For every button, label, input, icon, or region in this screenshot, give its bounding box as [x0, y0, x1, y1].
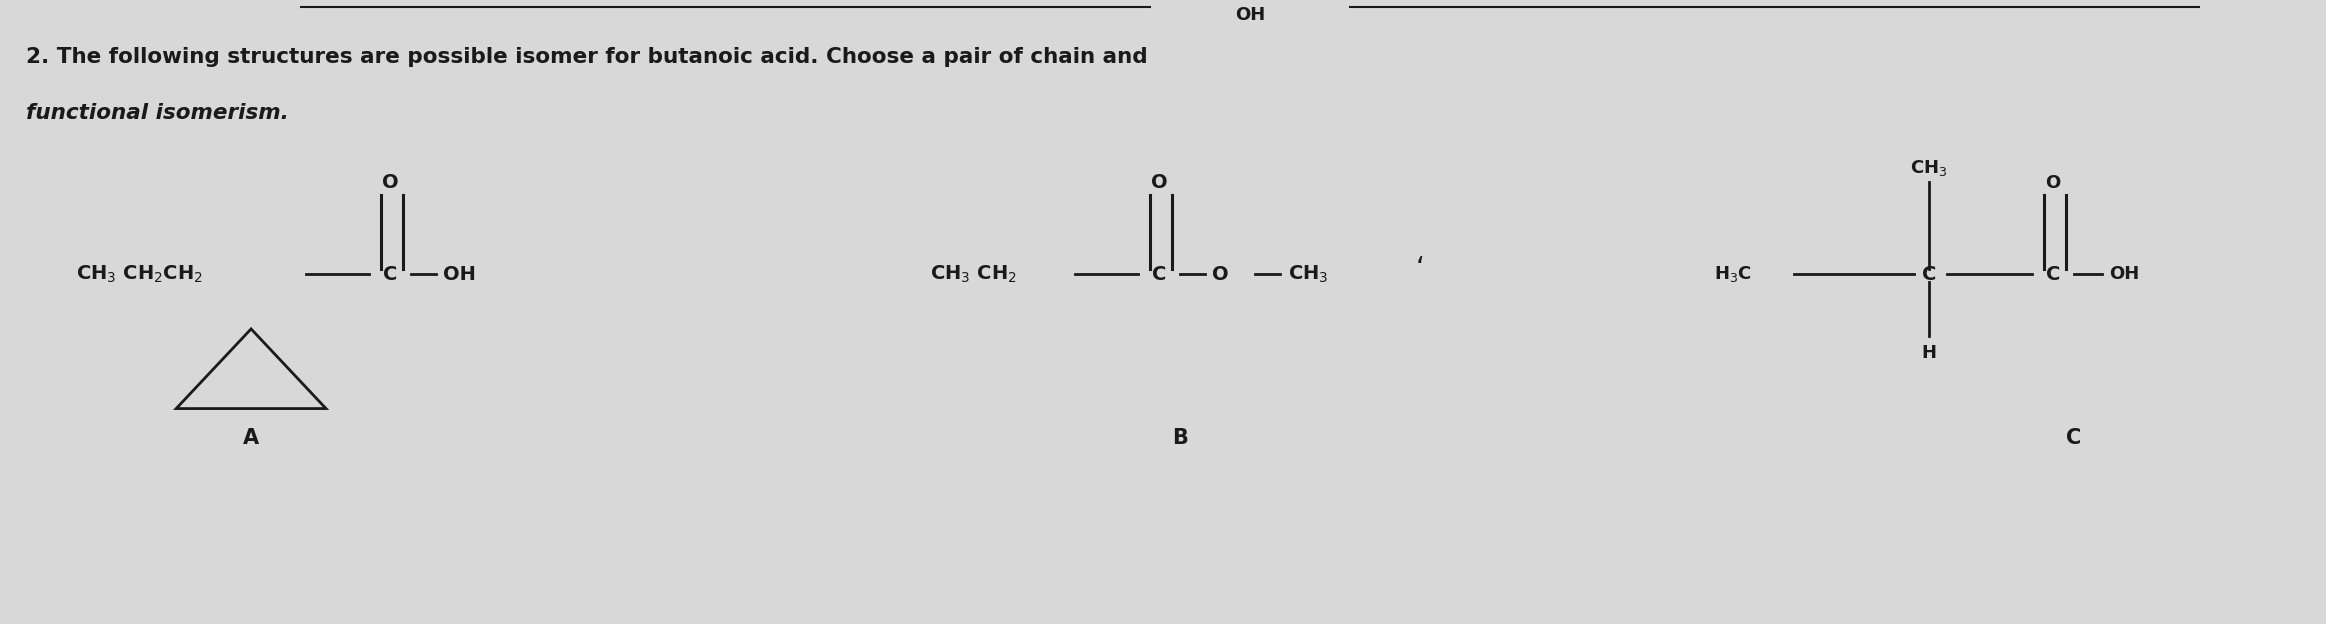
Text: CH$_3$: CH$_3$ [1289, 263, 1328, 285]
Text: C: C [2047, 265, 2061, 284]
Text: CH$_3$ CH$_2$: CH$_3$ CH$_2$ [930, 263, 1016, 285]
Text: OH: OH [442, 265, 477, 284]
Text: O: O [381, 173, 398, 192]
Text: functional isomerism.: functional isomerism. [26, 103, 288, 123]
Text: B: B [1172, 429, 1189, 449]
Text: ‘: ‘ [1414, 255, 1424, 283]
Text: 2. The following structures are possible isomer for butanoic acid. Choose a pair: 2. The following structures are possible… [26, 47, 1149, 67]
Text: OH: OH [1235, 6, 1265, 24]
Text: H$_3$C: H$_3$C [1714, 264, 1751, 284]
Text: CH$_3$: CH$_3$ [1910, 158, 1947, 178]
Text: C: C [1151, 265, 1165, 284]
Text: C: C [2065, 429, 2082, 449]
Text: A: A [242, 429, 258, 449]
Text: O: O [1151, 173, 1168, 192]
Text: C: C [384, 265, 398, 284]
Text: CH$_3$ CH$_2$CH$_2$: CH$_3$ CH$_2$CH$_2$ [77, 263, 202, 285]
Text: OH: OH [2110, 265, 2140, 283]
Text: O: O [1212, 265, 1228, 284]
Text: H: H [1921, 344, 1938, 362]
Text: O: O [2045, 173, 2061, 192]
Text: C: C [1921, 265, 1935, 284]
